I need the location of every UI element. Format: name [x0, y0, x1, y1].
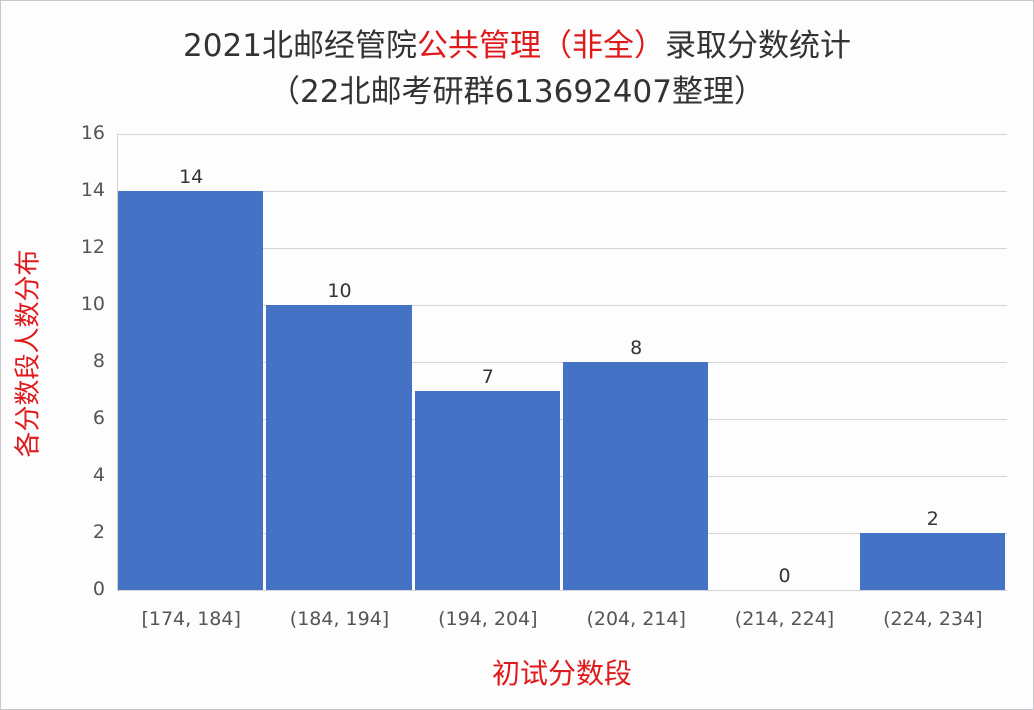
bar-value-label: 14	[179, 166, 204, 188]
title-prefix: 2021北邮经管院	[183, 28, 417, 64]
x-tick-label: [174, 184]	[141, 608, 241, 630]
bar-value-label: 8	[630, 337, 643, 359]
y-tick-label: 12	[80, 236, 105, 258]
gridline	[117, 533, 1007, 534]
y-tick-label: 2	[92, 521, 105, 543]
x-tick-label: (184, 194]	[289, 608, 390, 630]
chart-title: 2021北邮经管院公共管理（非全）录取分数统计	[0, 20, 1034, 65]
x-tick-label: (204, 214]	[586, 608, 686, 630]
title-suffix: 录取分数统计	[664, 28, 851, 64]
bar-2	[414, 390, 560, 590]
gridline	[117, 305, 1007, 306]
x-tick-label: (194, 204]	[438, 608, 538, 630]
gridline	[117, 362, 1007, 363]
y-tick-label: 4	[92, 464, 105, 486]
bar-value-label: 2	[926, 508, 939, 530]
y-tick-label: 16	[80, 122, 105, 144]
gridline	[117, 248, 1007, 249]
gridline	[117, 419, 1007, 420]
y-axis-label-text: 各分数段人数分布	[13, 249, 44, 458]
gridline	[117, 134, 1007, 135]
y-tick-label: 14	[80, 179, 105, 201]
x-tick-label: (214, 224]	[734, 608, 835, 630]
x-axis-label: 初试分数段	[491, 657, 632, 690]
y-tick-label: 0	[92, 578, 105, 600]
gridline	[117, 191, 1007, 192]
plot-area: 14 10 7 8 0 2	[117, 134, 1007, 591]
chart-subtitle: （22北邮考研群613692407整理）	[269, 74, 765, 110]
x-tick-label: (224, 234]	[883, 608, 983, 630]
y-tick-label: 10	[80, 293, 105, 315]
title-highlight: 公共管理（非全）	[416, 28, 665, 64]
bar-0	[118, 191, 264, 590]
bar-value-label: 7	[481, 365, 494, 388]
bar-value-label: 0	[778, 565, 791, 587]
bar-1	[266, 305, 412, 590]
bar-5	[859, 533, 1005, 590]
bar-3	[563, 362, 709, 590]
gridline	[117, 476, 1007, 477]
y-tick-label: 8	[92, 350, 105, 372]
gridline	[117, 590, 1007, 591]
y-tick-label: 6	[92, 407, 105, 429]
bar-value-label: 10	[327, 280, 352, 302]
